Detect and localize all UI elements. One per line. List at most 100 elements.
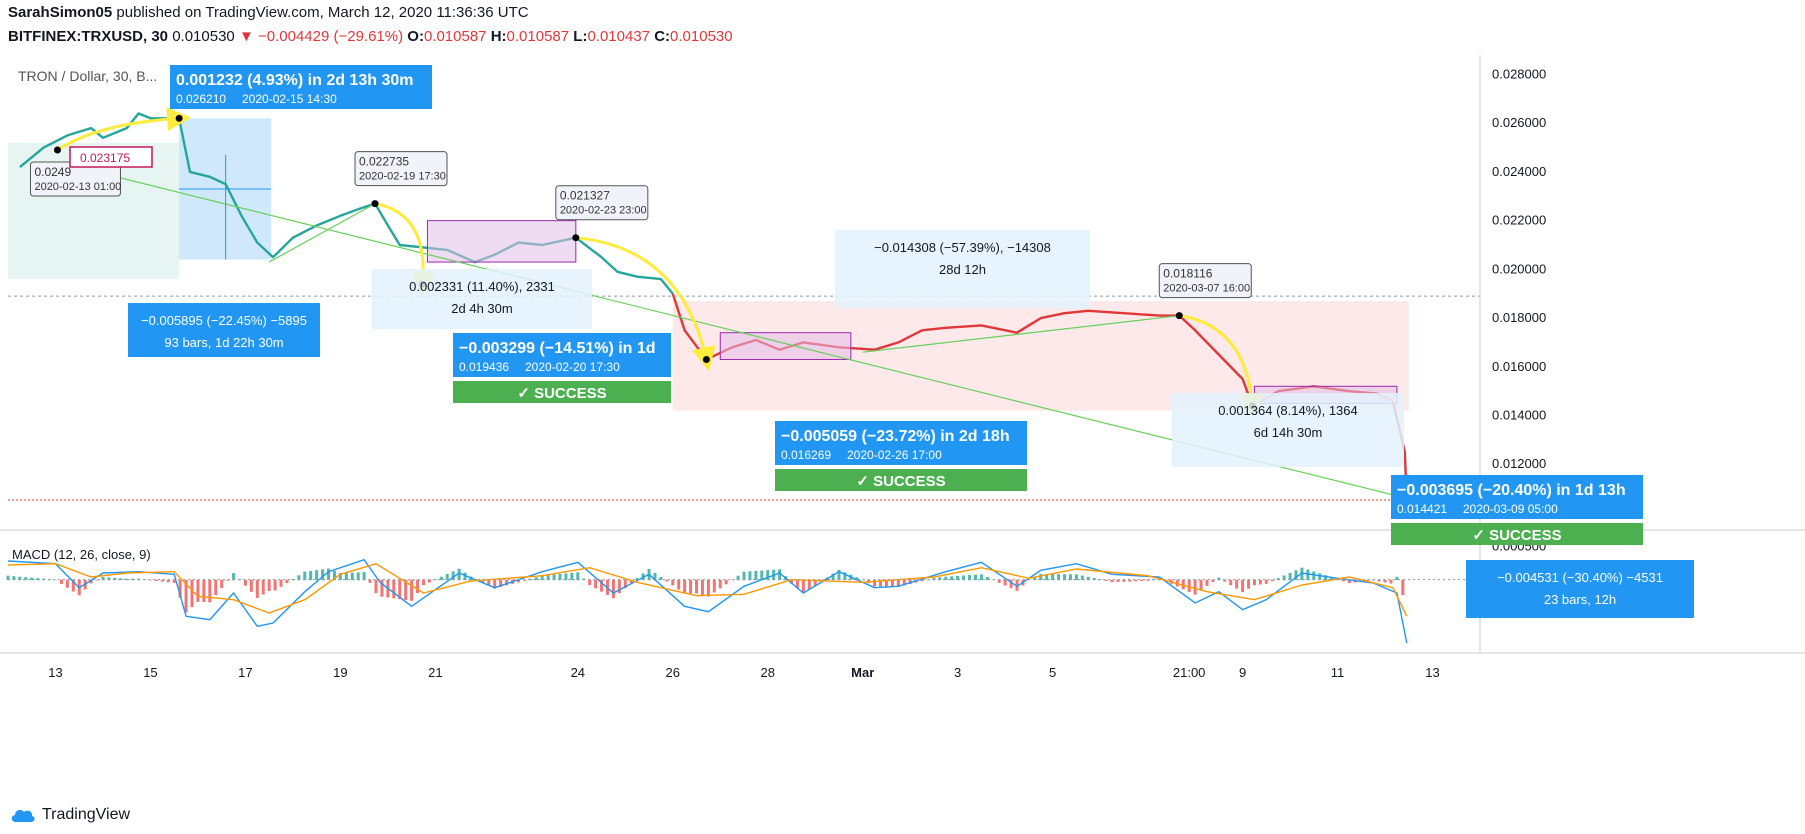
change-box-feb15-date: 2020-02-15 14:30	[242, 92, 337, 106]
price-axis-tick: 0.020000	[1492, 261, 1546, 276]
callout-mar07: 0.018116 2020-03-07 16:00	[1158, 263, 1252, 299]
time-axis-tick: 3	[954, 665, 961, 680]
macd-histogram-bar	[1401, 579, 1405, 596]
macd-histogram-bar	[938, 577, 942, 581]
measure-box-1: −0.005895 (−22.45%) −5895 93 bars, 1d 22h…	[128, 303, 320, 357]
macd-histogram-bar	[1389, 579, 1393, 584]
macd-histogram-bar	[920, 579, 924, 582]
macd-histogram-bar	[101, 577, 105, 581]
macd-histogram-bar	[570, 572, 574, 581]
time-axis-tick: 13	[1425, 665, 1439, 680]
measure-box-4-line1: 0.001364 (8.14%), 1364	[1218, 403, 1358, 418]
macd-histogram-bar	[398, 579, 402, 600]
down-arrow-icon: ▼	[238, 28, 254, 45]
low-label: L:	[573, 28, 588, 45]
macd-histogram-bar	[1359, 579, 1363, 582]
macd-histogram-bar	[285, 579, 289, 584]
high-value: 0.010587	[506, 28, 570, 45]
change-box-feb26: −0.005059 (−23.72%) in 2d 18h 0.016269 202…	[775, 421, 1027, 491]
measure-box-5-line2: 23 bars, 12h	[1544, 592, 1616, 607]
macd-histogram-bar	[1092, 578, 1096, 581]
macd-histogram-bar	[95, 579, 99, 581]
macd-histogram-bar	[837, 569, 841, 581]
support-trendline-1	[268, 203, 376, 263]
price-axis-tick: 0.016000	[1492, 359, 1546, 374]
macd-histogram-bar	[730, 579, 734, 581]
symbol-info: BITFINEX:TRXUSD, 30 0.010530 ▼ −0.004429…	[8, 28, 733, 45]
callout-feb19-date: 2020-02-19 17:30	[359, 171, 446, 183]
macd-histogram-bar	[522, 579, 526, 581]
open-label: O:	[407, 28, 424, 45]
publisher-name[interactable]: SarahSimon05	[8, 4, 113, 21]
price-chart[interactable]: 0.028000 0.026000 0.024000 0.022000 0.020000…	[0, 55, 1805, 805]
macd-histogram-bar	[1057, 574, 1061, 581]
measure-box-4-line2: 6d 14h 30m	[1254, 425, 1323, 440]
measure-box-1-line2: 93 bars, 1d 22h 30m	[164, 335, 283, 350]
time-axis-tick: 11	[1331, 665, 1345, 680]
macd-histogram-bar	[226, 579, 230, 581]
macd-histogram-bar	[1264, 579, 1268, 584]
change-box-mar09-price: 0.014421	[1397, 502, 1447, 516]
macd-histogram-bar	[232, 573, 236, 581]
macd-histogram-bar	[214, 579, 218, 596]
macd-histogram-bar	[131, 578, 135, 581]
macd-histogram-bar	[629, 579, 633, 584]
measure-box-5: −0.004531 (−30.40%) −4531 23 bars, 12h	[1466, 560, 1694, 618]
change-box-feb15-change: 0.001232 (4.93%) in 2d 13h 30m	[176, 72, 413, 89]
macd-histogram-bar	[148, 579, 152, 581]
macd-histogram-bar	[831, 573, 835, 581]
macd-histogram-bar	[653, 573, 657, 581]
macd-histogram-bar	[1258, 579, 1262, 585]
macd-histogram-bar	[255, 579, 259, 598]
macd-histogram-bar	[261, 579, 265, 595]
measure-box-5-box	[1466, 560, 1694, 618]
macd-histogram-bar	[795, 579, 799, 589]
projection-arrow-3	[575, 236, 716, 372]
open-value: 0.010587	[423, 28, 487, 45]
time-axis-tick: 19	[333, 665, 347, 680]
macd-line	[7, 558, 1408, 644]
macd-histogram-bar	[30, 577, 34, 581]
macd-histogram-bar	[635, 577, 639, 581]
macd-histogram-bar	[1211, 579, 1215, 582]
consolidation-box-1	[426, 220, 577, 263]
price-axis-tick: 0.028000	[1492, 66, 1546, 81]
pink-label-text: 0.023175	[80, 151, 130, 165]
change-box-feb20: −0.003299 (−14.51%) in 1d 0.019436 2020-02…	[453, 333, 671, 403]
macd-histogram-bar	[1146, 579, 1150, 581]
change-box-mar09-success-badge	[1391, 523, 1643, 545]
price-axis-tick: 0.024000	[1492, 164, 1546, 179]
tradingview-logo[interactable]: TradingView	[10, 806, 130, 824]
macd-histogram-bar	[760, 570, 764, 581]
macd-histogram-bar	[297, 575, 301, 581]
published-text: published on TradingView.com, March 12, …	[116, 4, 529, 21]
change-box-feb20-success-badge	[453, 381, 671, 403]
macd-histogram-bar	[1282, 575, 1286, 581]
macd-histogram-bar	[884, 579, 888, 587]
macd-histogram-bar	[445, 574, 449, 581]
macd-histogram-bar	[172, 579, 176, 583]
macd-histogram-bar	[712, 579, 716, 593]
macd-histogram-bar	[843, 572, 847, 581]
macd-histogram-bar	[558, 574, 562, 581]
macd-histogram-bar	[505, 579, 509, 586]
macd-histogram-bar	[24, 577, 28, 581]
time-axis-tick: 26	[666, 665, 680, 680]
macd-histogram-bar	[1223, 579, 1227, 582]
change-box-feb26-box	[775, 421, 1027, 465]
macd-histogram-bar	[1365, 579, 1369, 582]
macd-histogram-bar	[404, 579, 408, 600]
change-box-feb20-success-text: ✓ SUCCESS	[517, 385, 606, 402]
macd-histogram-bar	[166, 579, 170, 583]
macd-histogram-bar	[700, 579, 704, 595]
macd-histogram-bar	[1051, 574, 1055, 581]
macd-histogram-bar	[778, 569, 782, 581]
macd-histogram-bar	[890, 579, 894, 587]
callout-mar07-date: 2020-03-07 16:00	[1163, 283, 1250, 295]
chart-title: TRON / Dollar, 30, B...	[18, 68, 157, 84]
macd-histogram-bar	[1193, 579, 1197, 595]
macd-histogram-bar	[594, 579, 598, 589]
measure-box-3: −0.014308 (−57.39%), −14308 28d 12h	[835, 230, 1090, 308]
macd-histogram-bar	[979, 574, 983, 581]
change-box-feb20-price: 0.019436	[459, 360, 509, 374]
